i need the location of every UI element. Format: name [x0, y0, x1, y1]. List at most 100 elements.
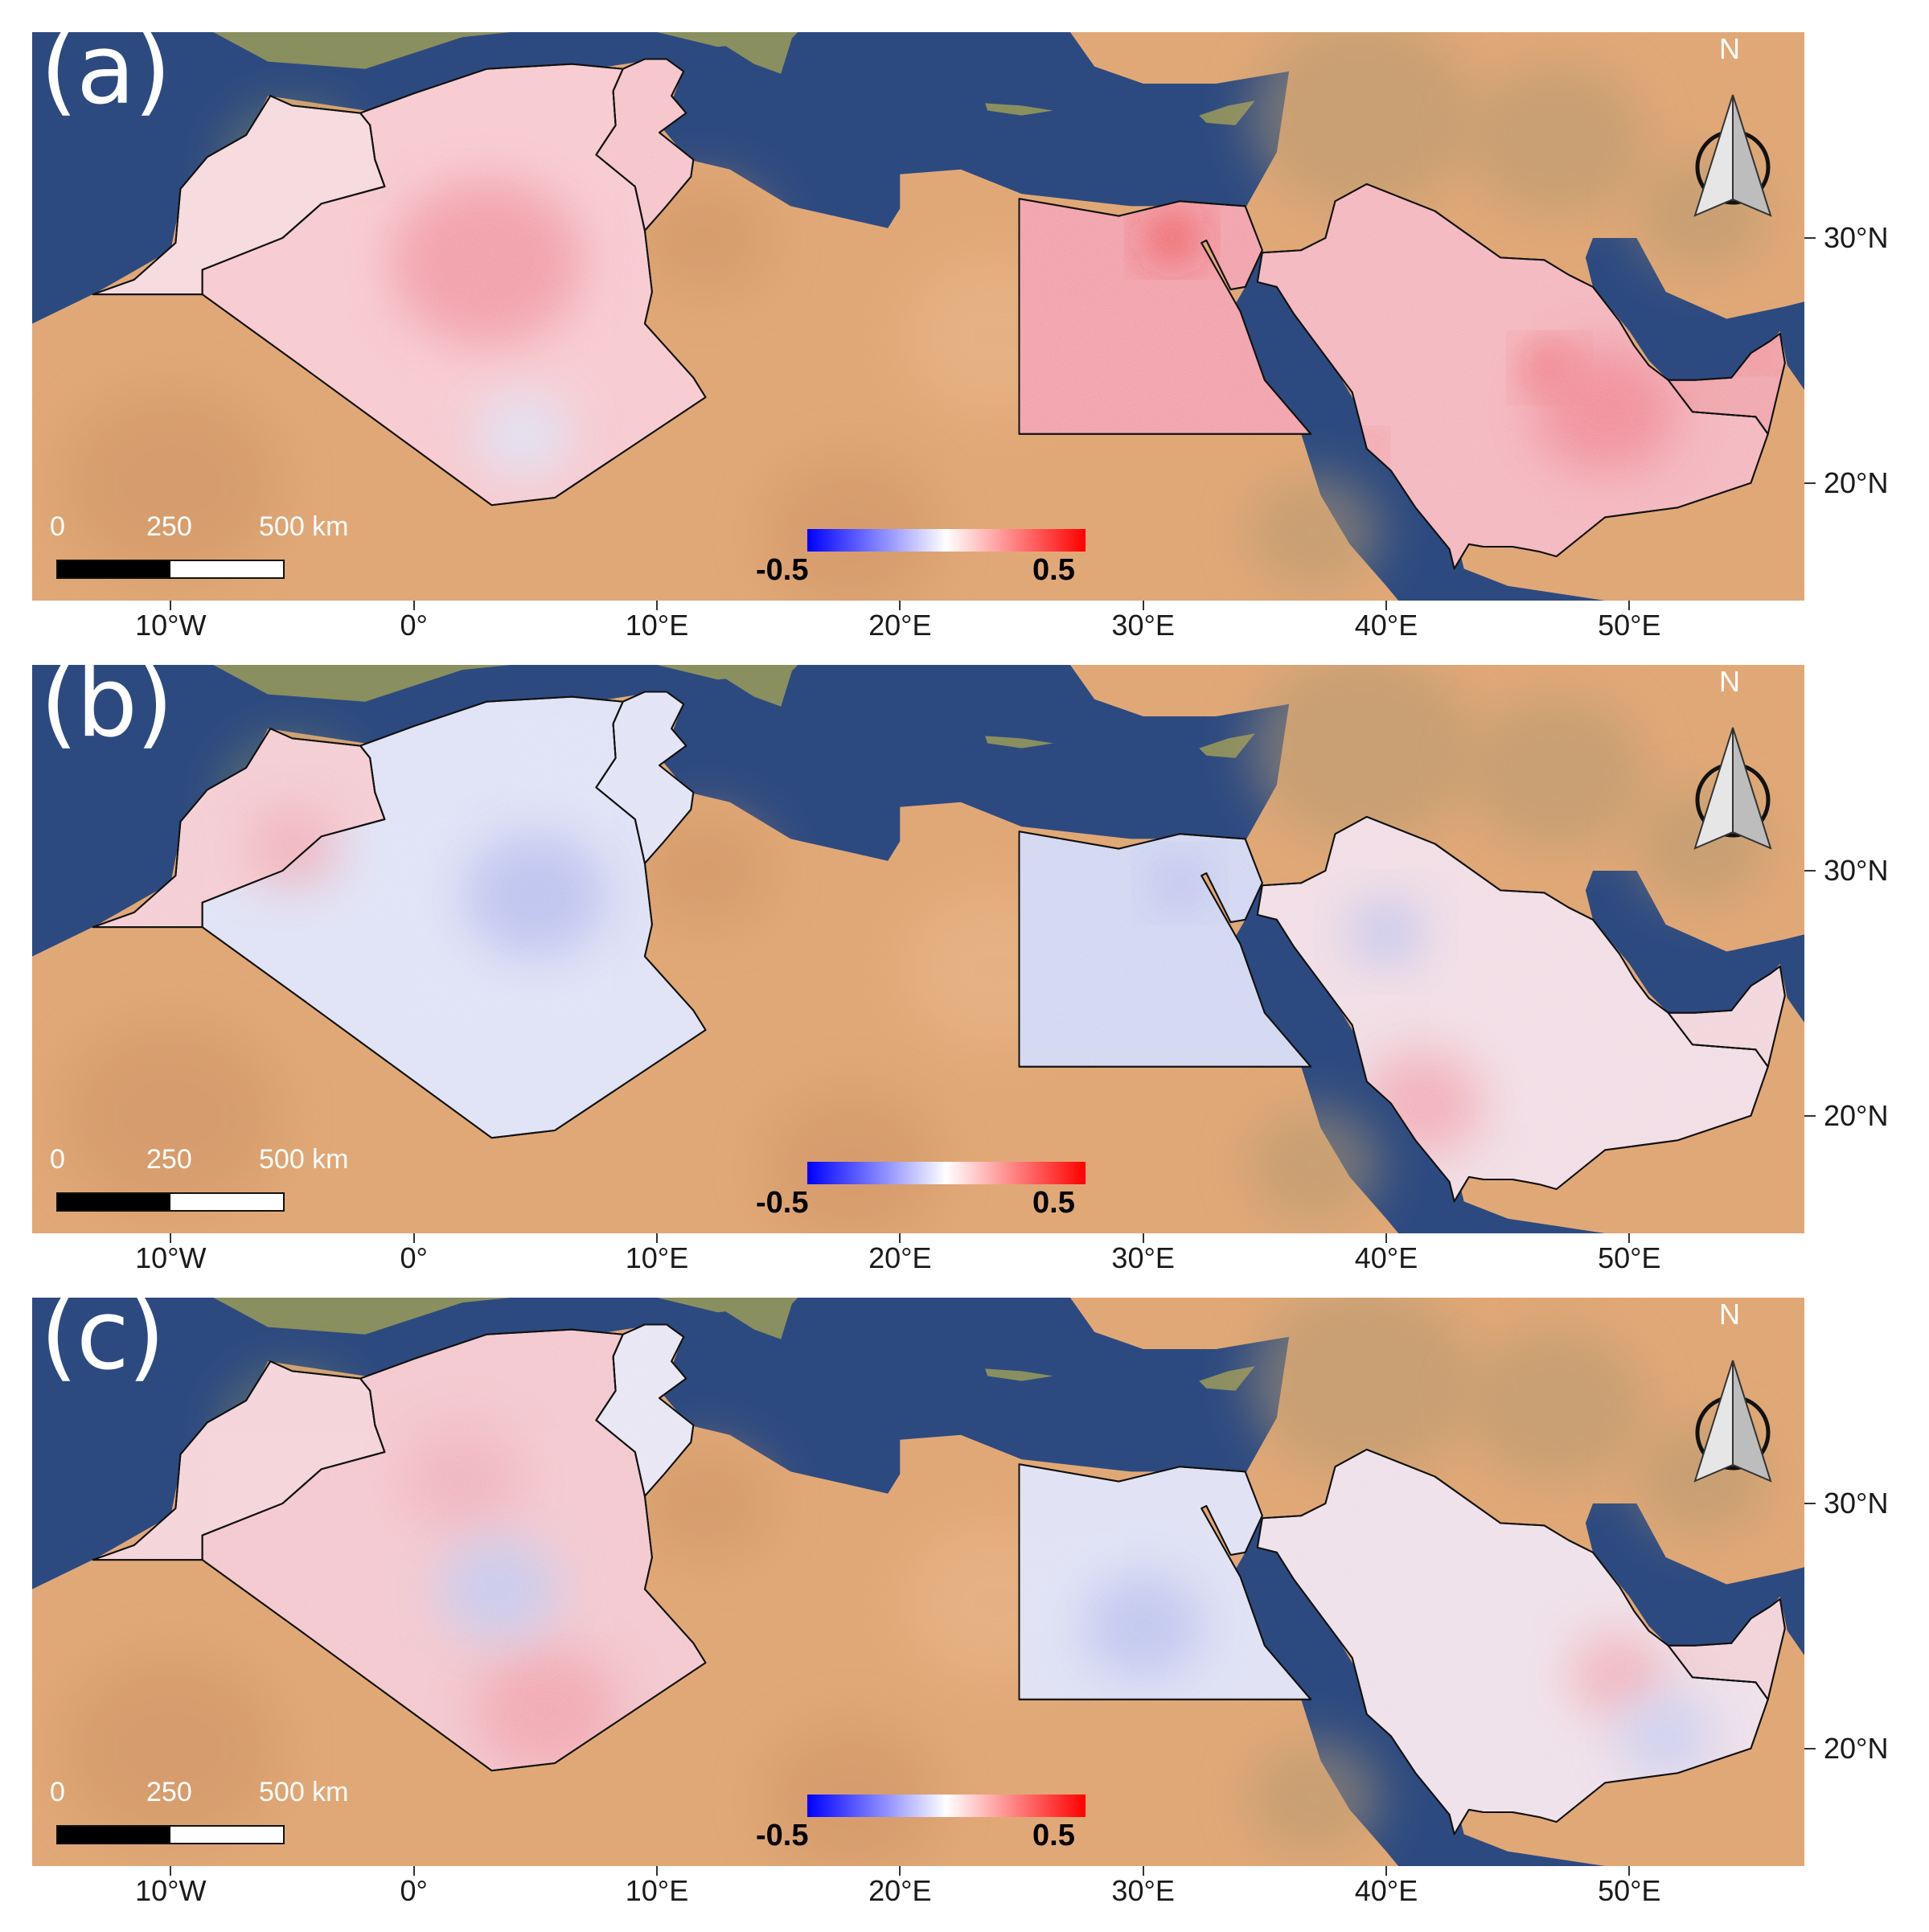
lon-tick: [1385, 601, 1387, 610]
country-border: [595, 58, 695, 232]
country-border: [1667, 332, 1786, 435]
lat-tick: [1804, 1747, 1816, 1749]
crete-land: [985, 736, 1053, 749]
lon-label: 10°W: [135, 1874, 207, 1907]
colorbar-min-label: -0.5: [756, 553, 809, 587]
europe-land: [32, 1298, 511, 1335]
terrain-texture: [58, 1651, 284, 1845]
country-border: [1018, 1463, 1312, 1700]
scale-bar-label: 500 km: [259, 1144, 349, 1175]
panel-label: (a): [40, 14, 171, 126]
scale-bar: [56, 1825, 285, 1844]
lon-tick: [655, 601, 658, 610]
panel-label: (b): [40, 647, 174, 759]
lon-tick: [655, 1233, 658, 1243]
terrain-texture: [1466, 695, 1647, 851]
terrain-texture: [761, 1087, 942, 1233]
lon-label: 40°E: [1354, 1241, 1418, 1274]
lon-tick: [899, 601, 901, 610]
country-border: [1667, 965, 1786, 1068]
lat-label: 30°N: [1824, 1486, 1889, 1520]
lon-tick: [1142, 601, 1144, 610]
lat-label: 20°N: [1824, 466, 1889, 499]
north-letter: N: [1719, 32, 1740, 65]
scale-bar-label: 500 km: [259, 511, 349, 542]
lon-tick: [1142, 1233, 1144, 1243]
lon-tick: [1628, 601, 1631, 610]
terrain-texture: [1246, 474, 1381, 590]
country-border: [595, 691, 695, 864]
lon-tick: [412, 601, 415, 610]
scale-bar-label: 250: [146, 1777, 192, 1807]
colorbar: [807, 529, 1086, 552]
lat-tick: [1804, 1114, 1816, 1117]
lon-label: 30°E: [1111, 1241, 1175, 1274]
north-arrow-icon: [1693, 1360, 1772, 1483]
lon-tick: [1385, 1866, 1387, 1876]
terrain-texture: [1246, 1106, 1381, 1223]
terrain-texture: [58, 1019, 284, 1212]
scale-bar-label: 0: [50, 1144, 65, 1175]
colorbar: [807, 1162, 1086, 1184]
scale-bar: [56, 1192, 285, 1212]
country-border: [595, 1323, 695, 1497]
scale-bar-label: 0: [50, 1777, 65, 1807]
scale-bar-label: 0: [50, 511, 65, 542]
lon-label: 20°E: [868, 609, 932, 642]
colorbar-min-label: -0.5: [756, 1186, 809, 1220]
lon-label: 0°: [400, 609, 428, 642]
lon-label: 50°E: [1598, 609, 1661, 642]
north-letter: N: [1719, 1298, 1740, 1331]
lon-label: 10°E: [625, 1874, 689, 1907]
lat-label: 30°N: [1824, 853, 1889, 887]
country-border: [1256, 815, 1769, 1203]
terrain-texture: [1249, 665, 1475, 845]
terrain-texture: [58, 386, 284, 580]
lon-tick: [1142, 1866, 1144, 1876]
map-frame: [32, 1298, 1804, 1866]
scale-bar-label: 500 km: [259, 1777, 349, 1807]
lon-label: 30°E: [1111, 1874, 1175, 1907]
lat-label: 20°N: [1824, 1731, 1889, 1765]
country-border: [1018, 198, 1312, 435]
terrain-texture: [638, 179, 774, 296]
terrain-texture: [1466, 1328, 1647, 1483]
terrain-texture: [761, 1720, 942, 1866]
scale-bar-label: 250: [146, 1144, 192, 1175]
lat-label: 20°N: [1824, 1098, 1889, 1132]
scale-bar-label: 250: [146, 511, 192, 542]
lon-tick: [1628, 1866, 1631, 1876]
sicily-land: [715, 1300, 794, 1339]
north-arrow-icon: [1693, 94, 1772, 217]
sicily-land: [715, 667, 794, 707]
lon-label: 20°E: [868, 1874, 932, 1907]
scale-bar: [56, 560, 285, 579]
panel-label: (c): [40, 1280, 166, 1392]
terrain-texture: [761, 454, 942, 601]
map-panel: (a) N 0 250 500 km -0.5 0.5 30°N 20°N 10°W 0° 10°E 2…: [0, 0, 1929, 642]
europe-land: [32, 665, 511, 702]
crete-land: [985, 103, 1053, 116]
country-border: [1018, 831, 1312, 1068]
lat-label: 30°N: [1824, 220, 1889, 254]
lon-label: 40°E: [1354, 1874, 1418, 1907]
terrain-texture: [1249, 1298, 1475, 1478]
lat-tick: [1804, 482, 1816, 484]
lon-label: 0°: [400, 1241, 428, 1274]
terrain-texture: [638, 812, 774, 929]
map-frame: [32, 32, 1804, 601]
lon-label: 50°E: [1598, 1874, 1661, 1907]
colorbar: [807, 1795, 1086, 1817]
country-border: [1667, 1598, 1786, 1700]
lon-label: 20°E: [868, 1241, 932, 1274]
map-panel: (b) N 0 250 500 km -0.5 0.5 30°N 20°N 10°W 0° 10°E 2…: [0, 633, 1929, 1274]
map-frame: [32, 665, 1804, 1233]
map-panel: (c) N 0 250 500 km -0.5 0.5 30°N 20°N 10°W 0° 10°E 2…: [0, 1265, 1929, 1907]
terrain-texture: [1246, 1739, 1381, 1856]
lon-tick: [655, 1866, 658, 1876]
basemap-svg: [32, 665, 1804, 1233]
terrain-texture: [638, 1445, 774, 1561]
country-border: [1256, 1448, 1769, 1836]
lon-label: 0°: [400, 1874, 428, 1907]
